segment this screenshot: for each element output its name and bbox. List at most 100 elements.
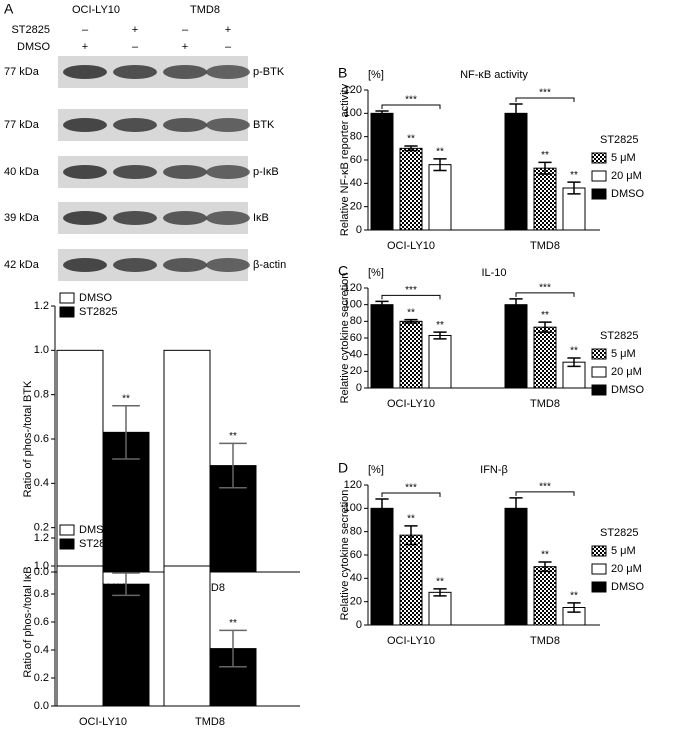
x-tick-label: OCI-LY10	[387, 240, 435, 252]
y-axis-label: Relative NF-κB reporter activity	[339, 83, 351, 236]
y-tick-label: 100	[344, 502, 362, 514]
y-tick-label: 0.6	[34, 433, 49, 445]
band-protein: p-IκB	[253, 166, 279, 178]
legend-label: 5 μM	[611, 152, 636, 164]
blot-band	[163, 165, 207, 179]
legend-label: DMSO	[79, 292, 112, 304]
significance-label: **	[407, 513, 415, 524]
error-bar	[112, 572, 140, 597]
error-bar	[112, 405, 140, 460]
band-weight: 77 kDa	[4, 66, 40, 78]
treatment-label: ST2825	[11, 24, 50, 36]
blot-band	[163, 65, 207, 79]
bracket-label: ***	[539, 88, 551, 99]
bar	[504, 112, 528, 231]
blot-band	[206, 211, 250, 225]
error-bar	[375, 498, 389, 519]
bracket	[515, 292, 575, 297]
band-weight: 39 kDa	[4, 212, 40, 224]
chart-title: NF-κB activity	[460, 69, 528, 81]
chart-title: IFN-β	[480, 464, 508, 476]
significance-label: **	[541, 550, 549, 561]
y-axis-label: Relative cytokine secretion	[339, 490, 351, 621]
y-tick-label: 40	[350, 572, 362, 584]
bar	[504, 304, 528, 389]
legend-swatch	[591, 563, 607, 575]
band-protein: BTK	[253, 119, 275, 131]
legend-swatch	[591, 384, 607, 396]
blot-band	[113, 65, 157, 79]
treatment-sign: +	[82, 41, 88, 53]
bracket	[515, 97, 575, 102]
significance-label: **	[436, 320, 444, 331]
error-bar	[509, 298, 523, 312]
legend-label: 5 μM	[611, 348, 636, 360]
y-tick-label: 0.8	[34, 389, 49, 401]
y-tick-label: 20	[350, 365, 362, 377]
x-tick-label: TMD8	[530, 398, 560, 410]
blot-band	[163, 258, 207, 272]
error-bar	[375, 110, 389, 117]
bracket-label: ***	[539, 282, 551, 293]
error-bar	[567, 357, 581, 368]
legend-swatch	[591, 348, 607, 360]
band-weight: 42 kDa	[4, 259, 40, 271]
x-tick-label: TMD8	[195, 716, 225, 728]
y-tick-label: 1.0	[34, 560, 49, 572]
band-weight: 40 kDa	[4, 166, 40, 178]
legend-label: ST2825	[79, 538, 118, 550]
bar	[533, 167, 557, 231]
y-tick-label: 0.4	[34, 477, 49, 489]
error-bar	[404, 145, 418, 152]
group-label: OCI-LY10	[72, 4, 120, 16]
treatment-sign: –	[182, 24, 189, 36]
legend-title: ST2825	[600, 527, 639, 539]
legend-swatch	[591, 545, 607, 557]
y-tick-label: 0.8	[34, 588, 49, 600]
bar	[533, 326, 557, 389]
y-tick-label: 100	[344, 107, 362, 119]
bar	[102, 583, 150, 707]
error-bar	[404, 525, 418, 546]
error-bar	[433, 331, 447, 340]
y-tick-label: 0.2	[34, 672, 49, 684]
unit-label: [%]	[368, 267, 384, 279]
blot-band	[163, 211, 207, 225]
legend-swatch	[59, 538, 75, 550]
treatment-sign: +	[182, 41, 188, 53]
bar	[163, 349, 211, 573]
y-axis-label: Ratio of phos-/total BTK	[22, 380, 34, 497]
y-tick-label: 1.0	[34, 344, 49, 356]
bracket-label: ***	[539, 481, 551, 492]
y-tick-label: 1.2	[34, 532, 49, 544]
band-protein: IκB	[253, 212, 269, 224]
legend-title: ST2825	[600, 134, 639, 146]
blot-band	[113, 211, 157, 225]
x-tick-label: TMD8	[530, 240, 560, 252]
bar	[428, 164, 452, 231]
error-bar	[509, 103, 523, 124]
x-tick-label: OCI-LY10	[387, 635, 435, 647]
significance-label: **	[229, 618, 237, 629]
legend-swatch	[59, 306, 75, 318]
y-axis-label: Relative cytokine secretion	[339, 273, 351, 404]
y-tick-label: 20	[350, 201, 362, 213]
y-tick-label: 40	[350, 349, 362, 361]
blot-band	[206, 165, 250, 179]
significance-label: **	[407, 134, 415, 145]
error-bar	[538, 161, 552, 175]
blot-band	[206, 258, 250, 272]
y-tick-label: 60	[350, 332, 362, 344]
significance-label: **	[541, 150, 549, 161]
error-bar	[375, 300, 389, 309]
legend-swatch	[591, 170, 607, 182]
legend-label: 20 μM	[611, 563, 642, 575]
y-tick-label: 80	[350, 131, 362, 143]
band-weight: 77 kDa	[4, 119, 40, 131]
significance-label: **	[122, 393, 130, 404]
y-tick-label: 0.4	[34, 644, 49, 656]
legend-swatch	[591, 188, 607, 200]
legend-swatch	[59, 524, 75, 536]
treatment-label: DMSO	[17, 41, 50, 53]
significance-label: **	[541, 310, 549, 321]
